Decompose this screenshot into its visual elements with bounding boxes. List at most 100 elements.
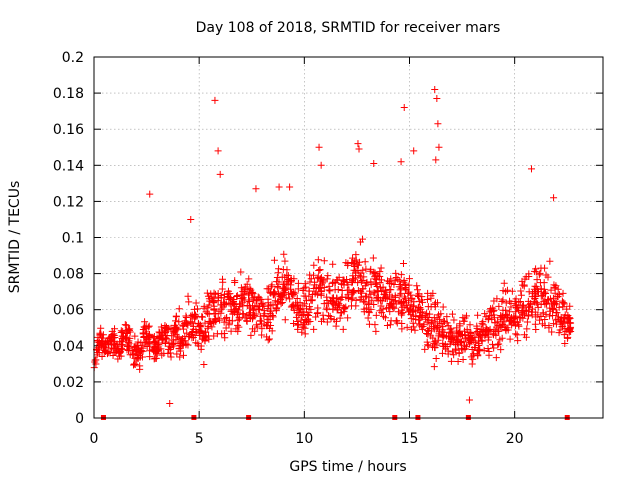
data-point xyxy=(281,316,289,324)
data-point xyxy=(161,339,169,347)
data-point xyxy=(250,312,258,320)
data-point xyxy=(423,309,431,317)
data-point xyxy=(150,355,158,363)
data-point xyxy=(533,276,541,284)
data-point xyxy=(409,319,417,327)
data-point xyxy=(430,340,438,348)
data-point xyxy=(134,354,142,362)
y-tick-label: 0 xyxy=(75,411,84,427)
data-point xyxy=(513,331,521,339)
data-point-outlier xyxy=(214,147,222,155)
data-point xyxy=(103,338,111,346)
data-point xyxy=(343,278,351,286)
data-point-outlier xyxy=(433,95,441,103)
data-point xyxy=(133,356,141,364)
data-point xyxy=(200,360,208,368)
data-point xyxy=(566,325,574,333)
x-tick-label: 15 xyxy=(401,431,419,447)
data-point xyxy=(305,318,313,326)
data-point xyxy=(142,338,150,346)
data-point xyxy=(231,279,239,287)
data-point xyxy=(438,331,446,339)
data-point-outlier xyxy=(400,104,408,112)
data-point xyxy=(254,305,262,313)
data-point xyxy=(293,308,301,316)
data-point xyxy=(523,325,531,333)
data-point xyxy=(255,294,263,302)
data-point xyxy=(320,315,328,323)
data-point xyxy=(200,333,208,341)
data-point xyxy=(474,352,482,360)
data-point xyxy=(502,288,510,296)
data-point xyxy=(564,333,572,341)
data-point xyxy=(310,261,318,269)
y-tick-label: 0.02 xyxy=(53,375,84,391)
data-point xyxy=(233,292,241,300)
data-point xyxy=(520,282,528,290)
data-point xyxy=(468,360,476,368)
data-point xyxy=(555,329,563,337)
data-point xyxy=(459,346,467,354)
data-point xyxy=(257,296,265,304)
y-tick-label: 0.2 xyxy=(62,50,84,66)
data-point xyxy=(210,294,218,302)
data-point xyxy=(503,286,511,294)
data-point xyxy=(450,316,458,324)
data-point xyxy=(544,273,552,281)
data-point xyxy=(489,304,497,312)
data-point xyxy=(478,337,486,345)
data-point xyxy=(515,298,523,306)
data-point xyxy=(328,297,336,305)
data-point xyxy=(532,268,540,276)
data-point xyxy=(305,309,313,317)
data-point xyxy=(307,275,315,283)
data-point xyxy=(540,279,548,287)
data-point xyxy=(243,280,251,288)
data-point xyxy=(466,321,474,329)
data-point xyxy=(191,311,199,319)
data-point xyxy=(256,317,264,325)
data-point xyxy=(274,289,282,297)
data-point xyxy=(123,329,131,337)
data-point xyxy=(184,292,192,300)
data-point xyxy=(452,345,460,353)
data-point xyxy=(432,325,440,333)
data-point xyxy=(402,285,410,293)
data-point xyxy=(448,310,456,318)
data-point xyxy=(516,313,524,321)
data-point xyxy=(485,314,493,322)
data-point xyxy=(217,309,225,317)
grid-lines xyxy=(94,57,603,418)
data-point xyxy=(517,291,525,299)
data-point xyxy=(198,327,206,335)
y-axis-label: SRMTID / TECUs xyxy=(7,181,23,294)
data-point xyxy=(403,323,411,331)
data-point xyxy=(501,322,509,330)
data-point xyxy=(336,314,344,322)
data-point xyxy=(245,275,253,283)
data-point xyxy=(173,350,181,358)
data-point xyxy=(434,336,442,344)
data-point xyxy=(358,277,366,285)
data-point xyxy=(337,309,345,317)
data-point xyxy=(265,335,273,343)
data-point xyxy=(264,319,272,327)
data-point xyxy=(342,303,350,311)
data-point xyxy=(325,282,333,290)
data-point xyxy=(175,318,183,326)
data-point xyxy=(100,344,108,352)
data-point xyxy=(447,357,455,365)
data-point xyxy=(538,320,546,328)
data-point xyxy=(370,300,378,308)
data-point xyxy=(476,345,484,353)
data-point xyxy=(531,295,539,303)
data-point xyxy=(314,256,322,264)
data-point xyxy=(161,329,169,337)
data-point xyxy=(367,278,375,286)
data-point xyxy=(421,345,429,353)
data-point xyxy=(405,288,413,296)
data-point xyxy=(499,296,507,304)
data-point xyxy=(457,337,465,345)
data-point xyxy=(305,292,313,300)
data-point-outlier xyxy=(275,183,283,191)
